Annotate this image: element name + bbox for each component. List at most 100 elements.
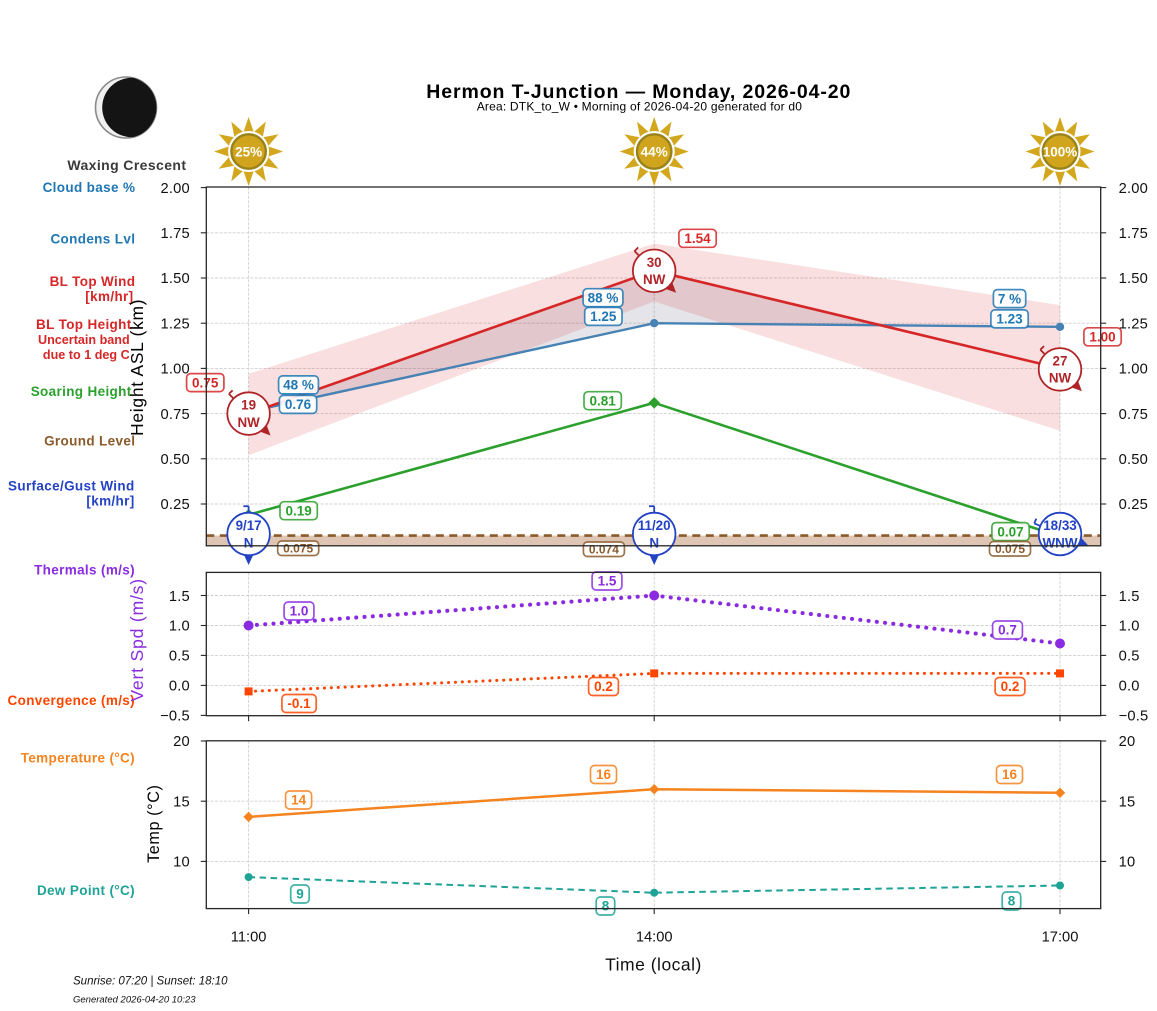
- svg-text:Ground Level: Ground Level: [44, 434, 135, 449]
- svg-text:2.00: 2.00: [161, 181, 190, 197]
- svg-text:0.25: 0.25: [161, 497, 190, 513]
- svg-text:15: 15: [173, 794, 190, 810]
- svg-text:0.2: 0.2: [1001, 679, 1020, 694]
- svg-text:BL Top Height: BL Top Height: [36, 317, 132, 332]
- svg-text:1.5: 1.5: [598, 574, 617, 589]
- svg-text:20: 20: [173, 734, 190, 750]
- svg-text:88 %: 88 %: [588, 290, 619, 305]
- svg-text:17:00: 17:00: [1042, 930, 1079, 946]
- svg-text:Temp (°C): Temp (°C): [145, 784, 163, 862]
- svg-text:NW: NW: [643, 272, 666, 287]
- svg-text:Surface/Gust Wind: Surface/Gust Wind: [8, 479, 135, 494]
- svg-text:1.25: 1.25: [590, 309, 617, 324]
- svg-text:0.2: 0.2: [594, 679, 613, 694]
- svg-text:1.50: 1.50: [161, 271, 190, 287]
- svg-text:25%: 25%: [235, 144, 262, 159]
- svg-text:0.75: 0.75: [192, 375, 219, 390]
- svg-text:Uncertain band: Uncertain band: [38, 333, 130, 347]
- svg-text:10: 10: [173, 855, 190, 871]
- svg-text:11/20: 11/20: [638, 518, 671, 533]
- svg-text:0.075: 0.075: [283, 541, 313, 555]
- svg-text:1.5: 1.5: [169, 589, 190, 605]
- svg-text:1.5: 1.5: [1119, 589, 1140, 605]
- svg-text:0.5: 0.5: [169, 649, 190, 665]
- svg-text:0.7: 0.7: [998, 623, 1017, 638]
- svg-text:27: 27: [1053, 354, 1068, 369]
- svg-text:16: 16: [1002, 767, 1018, 782]
- svg-text:0.76: 0.76: [285, 397, 312, 412]
- svg-text:0.25: 0.25: [1119, 497, 1148, 513]
- svg-text:1.00: 1.00: [1089, 330, 1115, 345]
- svg-text:Vert Spd (m/s): Vert Spd (m/s): [127, 578, 147, 702]
- svg-text:NW: NW: [237, 415, 260, 430]
- svg-text:1.00: 1.00: [1119, 362, 1148, 378]
- svg-text:WNW: WNW: [1043, 535, 1078, 550]
- svg-text:-0.1: -0.1: [287, 696, 311, 711]
- svg-text:1.50: 1.50: [1119, 271, 1148, 287]
- svg-text:15: 15: [1119, 794, 1136, 810]
- svg-text:Sunrise: 07:20 | Sunset: 18:10: Sunrise: 07:20 | Sunset: 18:10: [73, 975, 228, 987]
- svg-text:0.5: 0.5: [1119, 649, 1140, 665]
- svg-text:1.25: 1.25: [161, 316, 190, 332]
- svg-text:Dew Point (°C): Dew Point (°C): [37, 883, 135, 898]
- svg-text:Soaring Height: Soaring Height: [31, 384, 132, 399]
- svg-text:due to 1 deg C: due to 1 deg C: [43, 348, 130, 362]
- svg-text:Thermals (m/s): Thermals (m/s): [34, 562, 135, 577]
- svg-text:0.075: 0.075: [995, 542, 1025, 556]
- svg-text:Convergence (m/s): Convergence (m/s): [8, 693, 135, 708]
- svg-text:Waxing Crescent: Waxing Crescent: [67, 157, 186, 173]
- svg-text:BL Top Wind: BL Top Wind: [50, 274, 136, 289]
- svg-text:30: 30: [647, 255, 662, 270]
- svg-text:14: 14: [291, 793, 307, 808]
- svg-text:Time (local): Time (local): [605, 954, 702, 974]
- svg-text:1.25: 1.25: [1119, 316, 1148, 332]
- svg-text:2.00: 2.00: [1119, 181, 1148, 197]
- svg-text:9: 9: [296, 887, 304, 902]
- svg-text:1.0: 1.0: [169, 619, 190, 635]
- svg-text:[km/hr]: [km/hr]: [86, 494, 134, 509]
- svg-text:8: 8: [602, 899, 610, 914]
- svg-text:−0.5: −0.5: [160, 709, 190, 725]
- svg-text:N: N: [649, 535, 659, 550]
- svg-text:18/33: 18/33: [1043, 518, 1077, 533]
- svg-text:14:00: 14:00: [636, 930, 673, 946]
- svg-text:8: 8: [1008, 894, 1016, 909]
- svg-text:44%: 44%: [641, 144, 668, 159]
- svg-text:0.0: 0.0: [169, 679, 190, 695]
- svg-text:1.54: 1.54: [684, 231, 711, 246]
- svg-text:Area: DTK_to_W • Morning of 20: Area: DTK_to_W • Morning of 2026-04-20 g…: [477, 99, 803, 113]
- svg-text:11:00: 11:00: [231, 930, 267, 946]
- svg-text:7 %: 7 %: [998, 291, 1021, 306]
- svg-text:0.19: 0.19: [285, 503, 311, 518]
- svg-text:Condens Lvl: Condens Lvl: [50, 232, 135, 247]
- svg-text:[km/hr]: [km/hr]: [85, 289, 133, 304]
- svg-text:16: 16: [596, 767, 612, 782]
- svg-text:10: 10: [1119, 855, 1136, 871]
- svg-text:0.50: 0.50: [161, 452, 190, 468]
- svg-text:Height ASL (km): Height ASL (km): [127, 299, 147, 436]
- svg-text:0.07: 0.07: [997, 524, 1023, 539]
- svg-text:N: N: [244, 535, 254, 550]
- svg-text:100%: 100%: [1043, 144, 1078, 159]
- svg-text:0.0: 0.0: [1119, 679, 1140, 695]
- svg-text:NW: NW: [1049, 371, 1072, 386]
- svg-text:0.81: 0.81: [589, 393, 616, 408]
- svg-text:1.23: 1.23: [996, 312, 1023, 327]
- svg-text:1.0: 1.0: [290, 604, 309, 619]
- svg-text:−0.5: −0.5: [1119, 709, 1149, 725]
- svg-text:0.50: 0.50: [1119, 452, 1148, 468]
- svg-text:1.0: 1.0: [1119, 619, 1140, 635]
- svg-text:0.75: 0.75: [161, 407, 190, 423]
- svg-text:48 %: 48 %: [283, 378, 314, 393]
- svg-text:9/17: 9/17: [236, 518, 262, 533]
- svg-text:Cloud base %: Cloud base %: [43, 180, 136, 195]
- svg-text:1.75: 1.75: [1119, 226, 1148, 242]
- svg-text:1.75: 1.75: [161, 226, 190, 242]
- svg-text:Generated 2026-04-20 10:23: Generated 2026-04-20 10:23: [73, 994, 196, 1005]
- svg-text:1.00: 1.00: [161, 362, 190, 378]
- svg-text:0.074: 0.074: [589, 542, 619, 556]
- svg-text:20: 20: [1119, 734, 1136, 750]
- svg-text:19: 19: [241, 398, 256, 413]
- svg-text:0.75: 0.75: [1119, 407, 1148, 423]
- svg-text:Hermon T-Junction — Monday, 20: Hermon T-Junction — Monday, 2026-04-20: [426, 81, 851, 103]
